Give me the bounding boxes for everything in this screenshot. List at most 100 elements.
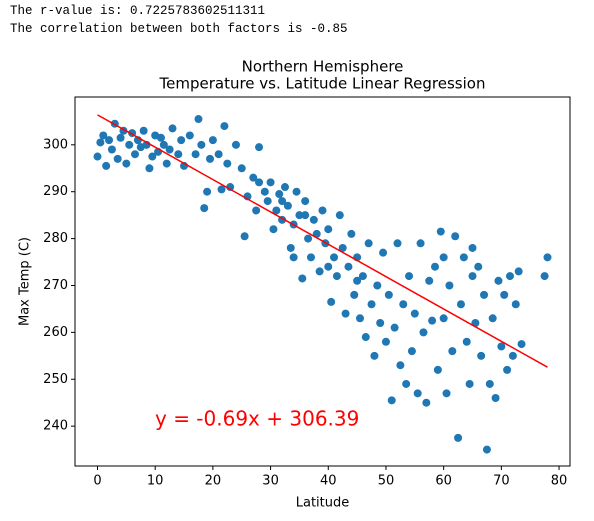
point (240, 232, 249, 241)
point (341, 309, 350, 318)
point (439, 314, 448, 323)
point (416, 239, 425, 248)
point (482, 445, 491, 454)
point (122, 159, 131, 168)
point (260, 187, 269, 196)
point (116, 133, 125, 142)
point (174, 150, 183, 159)
console-line: The correlation between both factors is … (10, 22, 348, 36)
point (332, 272, 341, 281)
point (468, 243, 477, 252)
point (436, 227, 445, 236)
point (514, 267, 523, 276)
point (304, 234, 313, 243)
point (494, 276, 503, 285)
point (208, 136, 217, 145)
y-tick-label: 270 (43, 278, 68, 293)
point (269, 225, 278, 234)
point (177, 136, 186, 145)
point (347, 229, 356, 238)
point (367, 300, 376, 309)
point (289, 253, 298, 262)
point (511, 300, 520, 309)
point (370, 351, 379, 360)
point (330, 253, 339, 262)
point (480, 290, 489, 299)
plot-frame (74, 96, 571, 467)
point (295, 211, 304, 220)
x-tick-label: 70 (493, 474, 510, 489)
point (102, 161, 111, 170)
point (445, 281, 454, 290)
point (402, 379, 411, 388)
point (194, 115, 203, 124)
point (433, 365, 442, 374)
point (448, 347, 457, 356)
point (361, 333, 370, 342)
regression-line (97, 114, 548, 368)
point (283, 201, 292, 210)
point (165, 145, 174, 154)
point (358, 272, 367, 281)
point (543, 253, 552, 262)
x-tick-label: 0 (93, 474, 101, 489)
x-tick-label: 30 (262, 474, 279, 489)
point (105, 136, 114, 145)
point (223, 159, 232, 168)
point (396, 361, 405, 370)
point (145, 164, 154, 173)
point (353, 276, 362, 285)
point (249, 173, 258, 182)
point (454, 433, 463, 442)
point (344, 262, 353, 271)
point (159, 140, 168, 149)
point (298, 274, 307, 283)
point (442, 389, 451, 398)
point (107, 145, 116, 154)
x-tick-label: 60 (435, 474, 452, 489)
point (255, 143, 264, 152)
point (387, 396, 396, 405)
point (113, 154, 122, 163)
point (497, 342, 506, 351)
point (456, 300, 465, 309)
point (491, 394, 500, 403)
point (356, 314, 364, 323)
point (148, 152, 157, 161)
point (306, 253, 315, 262)
point (462, 337, 471, 346)
point (266, 178, 275, 187)
point (286, 243, 295, 252)
point (410, 309, 419, 318)
point (125, 140, 134, 149)
point (335, 211, 344, 220)
point (376, 318, 385, 327)
point (301, 211, 310, 220)
point (503, 365, 512, 374)
point (197, 140, 206, 149)
point (500, 290, 509, 299)
point (407, 347, 416, 356)
point (275, 190, 284, 199)
point (231, 140, 240, 149)
point (540, 272, 549, 281)
point (200, 204, 209, 213)
point (451, 232, 460, 241)
point (263, 197, 272, 206)
point (485, 379, 494, 388)
point (318, 206, 327, 215)
console-line: The r-value is: 0.7225783602511311 (10, 4, 266, 18)
point (422, 398, 431, 407)
annotation: y = -0.69x + 306.39 (155, 407, 359, 431)
y-tick-label: 240 (43, 419, 68, 434)
point (465, 379, 474, 388)
chart-title: Temperature vs. Latitude Linear Regressi… (159, 75, 486, 93)
point (292, 187, 301, 196)
point (203, 187, 212, 196)
point (309, 215, 318, 224)
point (350, 290, 359, 299)
point (393, 239, 402, 248)
point (390, 323, 399, 332)
point (281, 183, 289, 192)
